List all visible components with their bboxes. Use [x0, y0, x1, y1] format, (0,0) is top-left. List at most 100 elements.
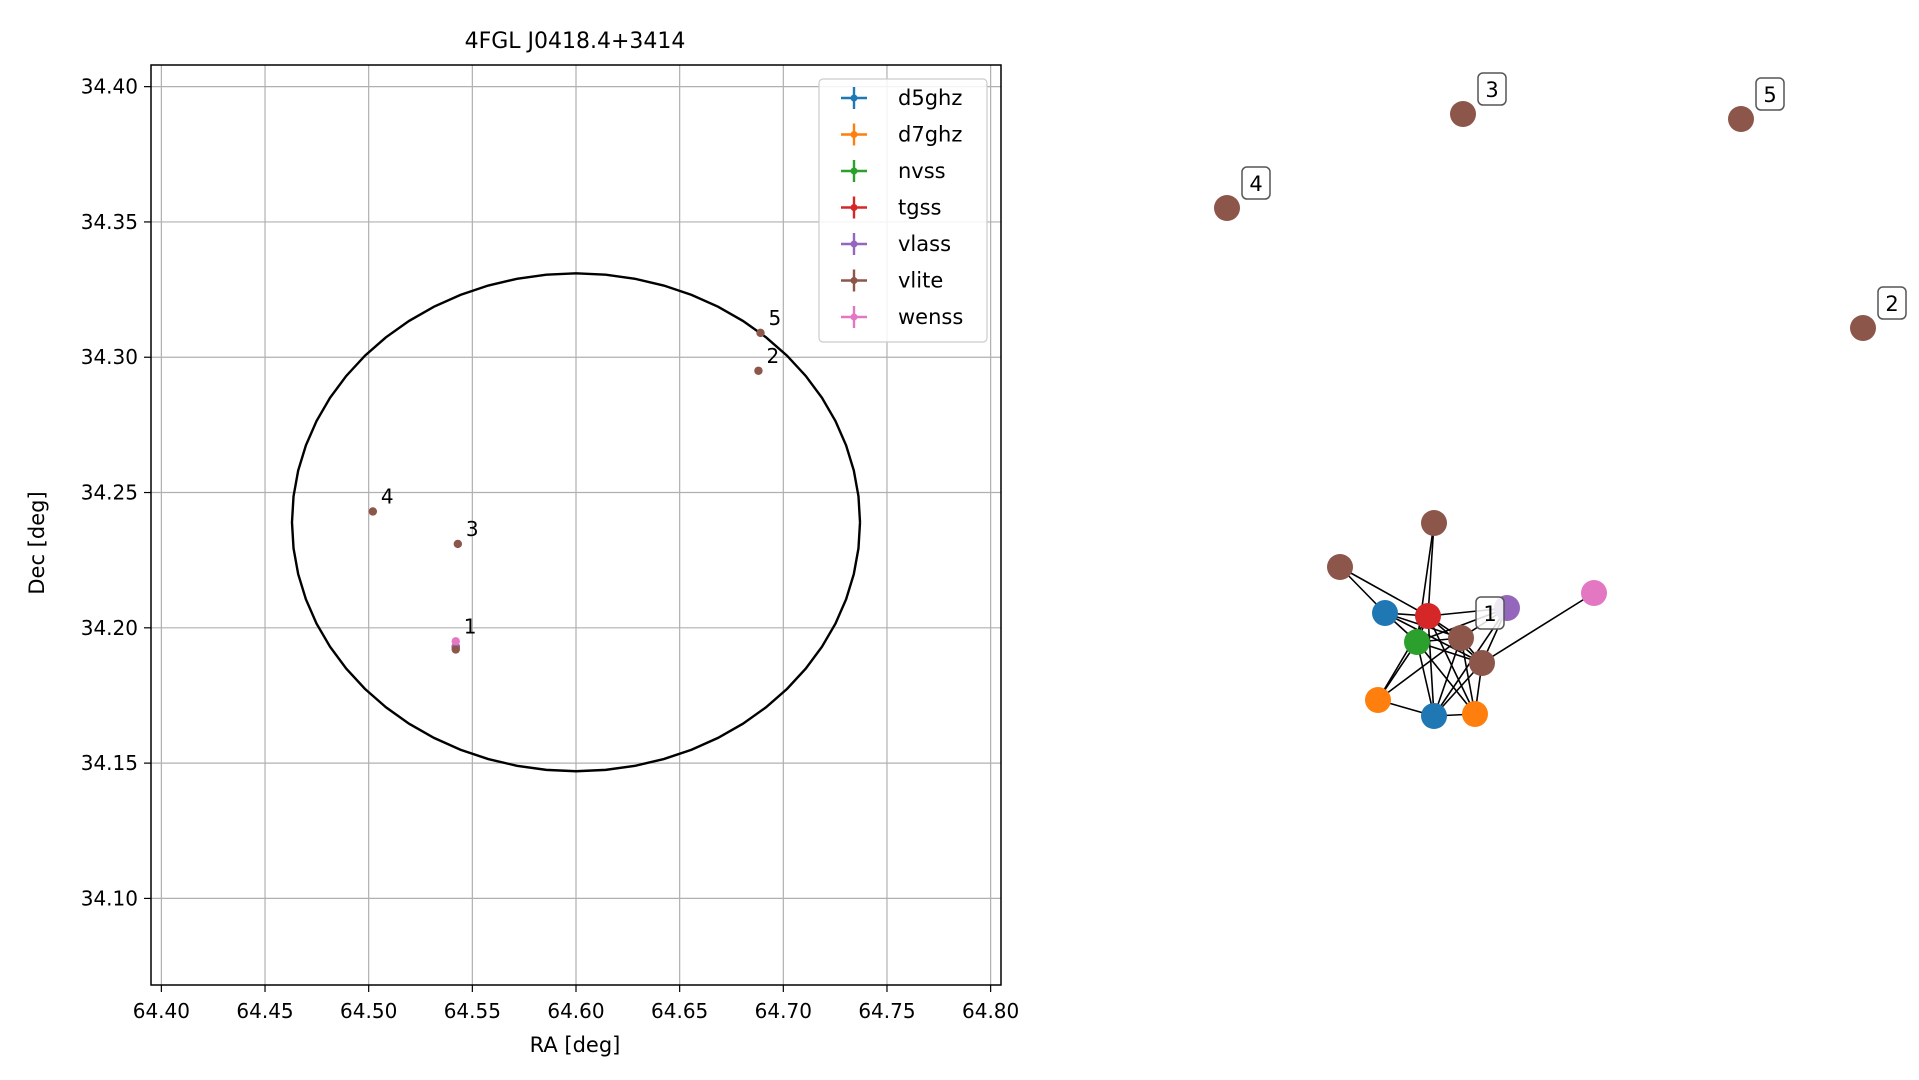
- legend-entry-wenss: wenss: [841, 305, 963, 329]
- y-tick-label: 34.20: [81, 616, 138, 640]
- legend-marker-dot: [850, 131, 858, 138]
- network-edge: [1433, 637, 1462, 717]
- legend-marker-dot: [850, 204, 858, 211]
- node-label-text: 4: [1249, 172, 1262, 196]
- legend-label: d5ghz: [898, 86, 962, 110]
- point-label: 3: [466, 517, 479, 541]
- network-node: [1469, 650, 1495, 676]
- axes: 64.40 64.45 64.50 64.55 64.60 64.65 64.70 64.75…: [81, 64, 1019, 1023]
- network-nodes: [1214, 101, 1876, 729]
- node-label-text: 1: [1483, 602, 1496, 626]
- legend-label: tgss: [898, 196, 941, 220]
- x-tick-label: 64.65: [651, 999, 708, 1023]
- legend-frame: [818, 78, 988, 343]
- localization-ellipse-group: [290, 272, 862, 773]
- x-tick-label: 64.75: [858, 999, 915, 1023]
- association-network: 1 2 3 4 5: [1214, 72, 1907, 729]
- legend-marker-dot: [850, 277, 858, 284]
- y-tick-label: 34.40: [81, 75, 138, 99]
- node-label-box: 5: [1755, 77, 1785, 111]
- network-node: [1372, 600, 1398, 626]
- legend-entry-vlite: vlite: [841, 269, 943, 293]
- legend-entry-nvss: nvss: [841, 159, 946, 183]
- network-node: [1214, 195, 1240, 221]
- legend-marker-dot: [850, 240, 858, 248]
- network-edge: [1481, 592, 1595, 664]
- node-label-frame: [1755, 77, 1785, 111]
- point-vlite: [368, 507, 378, 516]
- network-node: [1415, 603, 1441, 629]
- node-label-frame: [1475, 596, 1505, 630]
- point-label: 4: [381, 484, 394, 508]
- legend-label: d7ghz: [898, 123, 962, 147]
- chart-title: 4FGL J0418.4+3414: [465, 29, 686, 54]
- x-tick-label: 64.60: [547, 999, 604, 1023]
- network-edge: [1339, 566, 1429, 617]
- y-tick-label: 34.30: [81, 345, 138, 369]
- network-edge: [1427, 615, 1435, 717]
- point-label: 2: [766, 344, 779, 368]
- node-label-text: 3: [1485, 78, 1498, 102]
- plot-frame: [150, 64, 1002, 986]
- legend-entry-d7ghz: d7ghz: [841, 123, 962, 147]
- legend-label: vlite: [898, 269, 943, 293]
- point-vlite: [756, 328, 765, 338]
- point-wenss: [451, 637, 460, 646]
- legend: d5ghz d7ghz nvss tgss vlass vlite wenss: [818, 78, 988, 343]
- network-node: [1850, 315, 1876, 341]
- x-tick-label: 64.80: [962, 999, 1019, 1023]
- network-node: [1327, 554, 1353, 580]
- node-label-frame: [1477, 72, 1507, 106]
- sky-plot: 4FGL J0418.4+3414 RA [deg] Dec [deg] 1 2 3…: [25, 29, 1019, 1057]
- y-tick-label: 34.10: [81, 886, 138, 910]
- network-edge: [1416, 641, 1476, 715]
- network-node: [1421, 703, 1447, 729]
- network-edge: [1377, 637, 1462, 701]
- node-label-frame: [1241, 166, 1271, 200]
- y-axis-label: Dec [deg]: [25, 491, 49, 594]
- point-vlite: [453, 539, 463, 549]
- point-label: 5: [769, 306, 782, 330]
- legend-label: vlass: [898, 232, 951, 256]
- data-points: [368, 328, 765, 654]
- node-label-text: 5: [1763, 83, 1776, 107]
- legend-label: nvss: [898, 159, 946, 183]
- localization-ellipse: [290, 272, 862, 773]
- y-tick-label: 34.15: [81, 751, 138, 775]
- node-label-box: 3: [1477, 72, 1507, 106]
- x-tick-label: 64.40: [133, 999, 190, 1023]
- node-label-box: 1: [1475, 596, 1505, 630]
- network-edge: [1427, 522, 1435, 617]
- point-label: 1: [464, 614, 477, 638]
- point-vlite: [451, 645, 460, 654]
- network-node: [1448, 625, 1474, 651]
- node-label-text: 2: [1885, 292, 1898, 316]
- network-node: [1581, 580, 1607, 606]
- node-label-box: 4: [1241, 166, 1271, 200]
- legend-marker-dot: [850, 167, 858, 175]
- network-node: [1421, 510, 1447, 536]
- node-label-box: 2: [1877, 286, 1907, 320]
- node-label-frame: [1877, 286, 1907, 320]
- network-edge: [1384, 612, 1483, 664]
- network-node: [1728, 106, 1754, 132]
- x-tick-label: 64.50: [340, 999, 397, 1023]
- x-tick-label: 64.70: [755, 999, 812, 1023]
- legend-entry-tgss: tgss: [841, 196, 941, 220]
- network-node: [1404, 629, 1430, 655]
- network-node: [1462, 701, 1488, 727]
- network-node-labels: 1 2 3 4 5: [1241, 72, 1907, 630]
- network-node: [1365, 687, 1391, 713]
- point-labels: 1 2 3 4 5: [381, 306, 781, 638]
- y-tick-label: 34.35: [81, 210, 138, 234]
- network-node: [1450, 101, 1476, 127]
- grid: [151, 65, 1001, 985]
- y-tick-label: 34.25: [81, 481, 138, 505]
- legend-entry-d5ghz: d5ghz: [841, 86, 962, 110]
- legend-entry-vlass: vlass: [841, 232, 951, 256]
- x-axis-label: RA [deg]: [530, 1033, 621, 1057]
- legend-marker-dot: [850, 313, 858, 321]
- x-tick-label: 64.55: [444, 999, 501, 1023]
- legend-marker-dot: [850, 94, 858, 102]
